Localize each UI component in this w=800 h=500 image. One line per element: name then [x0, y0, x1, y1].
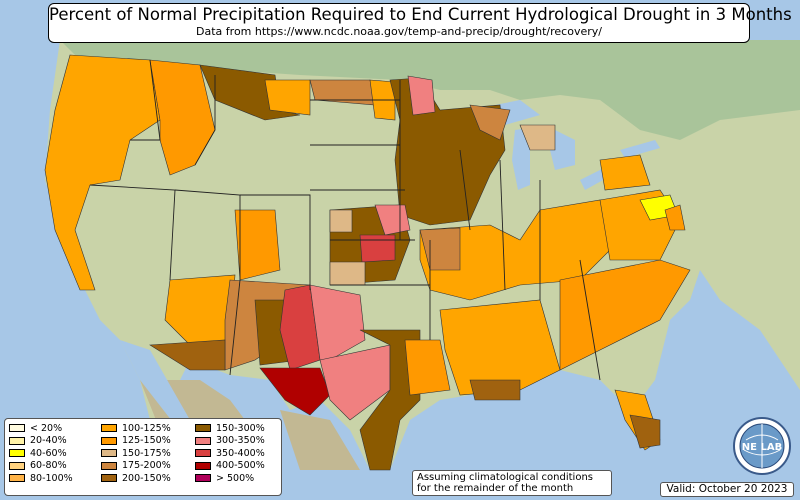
legend-swatch — [195, 436, 211, 445]
legend: < 20% 20-40% 40-60% 60-80% 80-100% 100-1… — [4, 418, 282, 496]
legend-item: 175-200% — [101, 460, 193, 472]
legend-item: 150-175% — [101, 447, 193, 459]
legend-swatch — [195, 474, 211, 483]
title-box: Percent of Normal Precipitation Required… — [48, 3, 792, 43]
legend-item: 80-100% — [9, 472, 101, 484]
legend-swatch — [195, 424, 211, 432]
map-subtitle: Data from https://www.ncdc.noaa.gov/temp… — [196, 25, 602, 38]
assumption-note: Assuming climatological conditions for t… — [412, 470, 612, 496]
legend-swatch — [101, 461, 117, 470]
region-sonora — [149, 339, 226, 371]
region-delaware — [664, 204, 686, 231]
region-central-texas — [319, 344, 391, 421]
region-wisconsin — [469, 104, 511, 141]
legend-item: 20-40% — [9, 435, 101, 447]
legend-item: 100-125% — [101, 422, 193, 434]
legend-column-2: 100-125% 125-150% 150-175% 175-200% 200-… — [101, 422, 193, 485]
legend-item: > 500% — [195, 472, 287, 484]
state-borders — [89, 59, 601, 381]
legend-label: 175-200% — [122, 460, 171, 472]
legend-item: 200-150% — [101, 472, 193, 484]
region-colorado-tan — [329, 209, 353, 233]
legend-label: 100-125% — [122, 422, 171, 434]
region-colorado — [234, 209, 281, 281]
region-michigan — [519, 124, 556, 151]
region-ne-pink — [374, 204, 411, 236]
legend-swatch — [9, 436, 25, 445]
legend-label: 400-500% — [216, 460, 265, 472]
region-louisiana — [404, 339, 451, 396]
legend-swatch — [101, 474, 117, 483]
legend-swatch — [195, 461, 211, 470]
legend-item: 400-500% — [195, 460, 287, 472]
legend-label: 80-100% — [30, 472, 73, 484]
legend-label: 40-60% — [30, 447, 67, 459]
legend-label: 300-350% — [216, 435, 265, 447]
region-montana-east — [264, 79, 311, 116]
legend-item: 300-350% — [195, 435, 287, 447]
note-line-1: Assuming climatological conditions — [417, 472, 593, 483]
legend-swatch — [195, 449, 211, 458]
legend-swatch — [9, 474, 25, 483]
nexlab-globe-logo: NE LAB — [733, 417, 791, 475]
legend-swatch — [101, 449, 117, 458]
region-minnesota-pink — [407, 75, 436, 116]
legend-label: 20-40% — [30, 435, 67, 447]
legend-swatch — [9, 424, 25, 432]
note-line-2: for the remainder of the month — [417, 483, 574, 494]
legend-column-1: < 20% 20-40% 40-60% 60-80% 80-100% — [9, 422, 101, 485]
region-kansas-red — [359, 234, 396, 263]
region-west-texas-red — [279, 284, 321, 371]
region-gulf-coast — [469, 379, 521, 401]
drought-regions — [44, 54, 691, 471]
valid-date: Valid: October 20 2023 — [660, 482, 794, 497]
legend-item: 125-150% — [101, 435, 193, 447]
legend-item: 40-60% — [9, 447, 101, 459]
legend-swatch — [9, 449, 25, 458]
legend-label: 350-400% — [216, 447, 265, 459]
legend-item: 60-80% — [9, 460, 101, 472]
region-pennsylvania — [599, 154, 651, 191]
legend-item: 350-400% — [195, 447, 287, 459]
legend-label: 60-80% — [30, 460, 67, 472]
legend-label: > 500% — [216, 472, 255, 484]
legend-item: < 20% — [9, 422, 101, 434]
legend-label: 150-175% — [122, 447, 171, 459]
map-title: Percent of Normal Precipitation Required… — [49, 5, 792, 24]
legend-item: 150-300% — [195, 422, 287, 434]
legend-swatch — [9, 461, 25, 470]
region-texas-panhandle — [309, 284, 366, 361]
region-florida-south — [629, 414, 661, 449]
legend-label: 150-300% — [216, 422, 265, 434]
region-big-bend — [259, 367, 331, 416]
legend-label: 200-150% — [122, 472, 171, 484]
logo-text: NE LAB — [742, 442, 782, 453]
legend-swatch — [101, 436, 117, 445]
region-ok-tan — [329, 261, 366, 286]
legend-label: < 20% — [30, 422, 63, 434]
legend-column-3: 150-300% 300-350% 350-400% 400-500% > 50… — [195, 422, 287, 485]
legend-label: 125-150% — [122, 435, 171, 447]
region-idaho — [149, 59, 216, 176]
legend-swatch — [101, 424, 117, 432]
